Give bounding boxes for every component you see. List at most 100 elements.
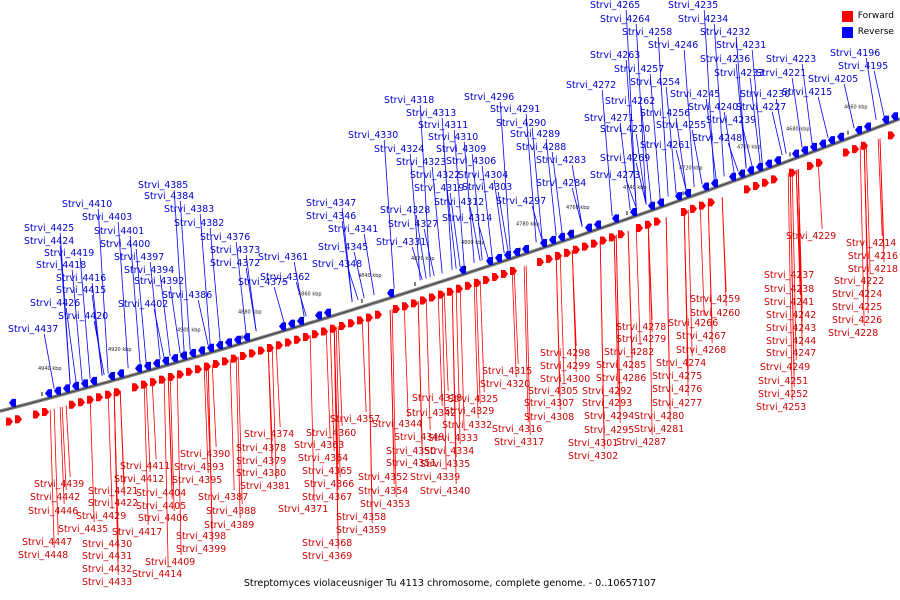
forward-gene-label: Strvi_4305 bbox=[528, 386, 578, 397]
reverse-gene-label: Strvi_4248 bbox=[692, 133, 742, 144]
forward-gene bbox=[330, 324, 337, 333]
forward-leader-line bbox=[473, 282, 479, 419]
gene-labels-layer: Strvi_4265 Strvi_4235 Strvi_4264 Strvi_4234… bbox=[8, 0, 898, 588]
reverse-gene bbox=[585, 223, 592, 232]
forward-gene-label: Strvi_4380 bbox=[236, 468, 286, 479]
forward-gene bbox=[753, 182, 760, 191]
reverse-gene bbox=[459, 265, 466, 274]
reverse-gene bbox=[225, 338, 232, 347]
reverse-gene-label: Strvi_4289 bbox=[510, 129, 560, 140]
forward-gene bbox=[258, 346, 265, 355]
forward-gene bbox=[78, 398, 85, 407]
reverse-leader-line bbox=[235, 241, 247, 335]
reverse-gene-label: Strvi_4313 bbox=[406, 108, 456, 119]
reverse-leader-line bbox=[531, 127, 543, 241]
reverse-gene bbox=[243, 333, 250, 342]
reverse-gene bbox=[549, 235, 556, 244]
forward-gene bbox=[231, 354, 238, 363]
forward-gene-label: Strvi_4286 bbox=[596, 373, 646, 384]
reverse-leader-line bbox=[169, 285, 181, 354]
reverse-leader-line bbox=[59, 245, 71, 385]
forward-gene-label: Strvi_4395 bbox=[172, 475, 222, 486]
reverse-leader-line bbox=[545, 138, 557, 236]
forward-gene-label: Strvi_4295 bbox=[584, 425, 634, 436]
forward-gene-label: Strvi_4399 bbox=[176, 544, 226, 555]
forward-gene-label: Strvi_4247 bbox=[766, 348, 816, 359]
forward-leader-line bbox=[627, 230, 633, 372]
forward-gene-label: Strvi_4243 bbox=[766, 323, 816, 334]
forward-leader-line bbox=[787, 173, 793, 401]
reverse-leader-line bbox=[741, 124, 753, 167]
reverse-gene bbox=[234, 335, 241, 344]
forward-gene bbox=[456, 284, 463, 293]
axis-tick-label: 4880 kbp bbox=[238, 309, 262, 315]
forward-gene bbox=[447, 287, 454, 296]
reverse-gene bbox=[171, 354, 178, 363]
reverse-leader-line bbox=[209, 227, 221, 342]
forward-leader-line bbox=[235, 357, 241, 519]
forward-gene-label: Strvi_4238 bbox=[764, 284, 814, 295]
reverse-gene-label: Strvi_4327 bbox=[388, 219, 438, 230]
reverse-leader-line bbox=[423, 228, 435, 276]
reverse-gene bbox=[315, 311, 322, 320]
reverse-gene-label: Strvi_4426 bbox=[30, 298, 80, 309]
forward-gene bbox=[348, 319, 355, 328]
forward-gene bbox=[681, 208, 688, 217]
reverse-leader-line bbox=[735, 63, 747, 169]
reverse-gene bbox=[198, 346, 205, 355]
reverse-gene-label: Strvi_4288 bbox=[516, 142, 566, 153]
forward-gene-label: Strvi_4429 bbox=[76, 511, 126, 522]
forward-gene bbox=[861, 141, 868, 150]
reverse-gene bbox=[117, 369, 124, 378]
forward-leader-line bbox=[475, 282, 481, 405]
reverse-gene-label: Strvi_4271 bbox=[584, 113, 634, 124]
forward-gene bbox=[573, 245, 580, 254]
legend-swatch-reverse bbox=[841, 26, 853, 38]
forward-leader-line bbox=[361, 318, 367, 413]
forward-gene bbox=[402, 302, 409, 311]
forward-gene-label: Strvi_4218 bbox=[848, 264, 898, 275]
reverse-gene-label: Strvi_4303 bbox=[462, 182, 512, 193]
leader-lines-layer bbox=[43, 9, 885, 576]
forward-leader-line bbox=[789, 172, 795, 388]
forward-gene bbox=[114, 388, 121, 397]
reverse-gene-label: Strvi_4415 bbox=[56, 285, 106, 296]
forward-leader-line bbox=[403, 305, 409, 418]
forward-leader-line bbox=[599, 240, 605, 450]
forward-leader-line bbox=[687, 209, 693, 357]
reverse-gene-label: Strvi_4341 bbox=[328, 224, 378, 235]
forward-gene-label: Strvi_4344 bbox=[372, 419, 422, 430]
forward-gene bbox=[312, 330, 319, 339]
reverse-gene-label: Strvi_4223 bbox=[766, 54, 816, 65]
reverse-gene-label: Strvi_4348 bbox=[312, 259, 362, 270]
reverse-leader-line bbox=[179, 200, 191, 351]
forward-gene-label: Strvi_4417 bbox=[112, 527, 162, 538]
reverse-leader-line bbox=[771, 111, 783, 156]
forward-gene bbox=[132, 383, 139, 392]
forward-gene-label: Strvi_4267 bbox=[676, 331, 726, 342]
forward-gene-label: Strvi_4430 bbox=[82, 539, 132, 550]
forward-leader-line bbox=[571, 250, 577, 373]
forward-leader-line bbox=[275, 345, 281, 428]
forward-leader-line bbox=[613, 235, 619, 397]
forward-leader-line bbox=[417, 301, 423, 457]
forward-gene bbox=[699, 201, 706, 210]
reverse-leader-line bbox=[801, 63, 813, 145]
reverse-gene bbox=[504, 251, 511, 260]
reverse-leader-line bbox=[43, 333, 55, 389]
forward-leader-line bbox=[163, 378, 169, 568]
forward-gene bbox=[213, 359, 220, 368]
reverse-leader-line bbox=[865, 57, 877, 120]
forward-gene-label: Strvi_4388 bbox=[206, 506, 256, 517]
reverse-gene-label: Strvi_4264 bbox=[600, 14, 650, 25]
reverse-gene-label: Strvi_4331 bbox=[376, 237, 426, 248]
reverse-gene-label: Strvi_4401 bbox=[94, 226, 144, 237]
chromosome-axis-core bbox=[0, 118, 900, 412]
reverse-leader-line bbox=[525, 113, 537, 243]
forward-gene-label: Strvi_4374 bbox=[244, 429, 294, 440]
reverse-gene-label: Strvi_4345 bbox=[318, 242, 368, 253]
forward-gene bbox=[186, 367, 193, 376]
reverse-leader-line bbox=[499, 101, 511, 251]
forward-gene-label: Strvi_4252 bbox=[758, 389, 808, 400]
